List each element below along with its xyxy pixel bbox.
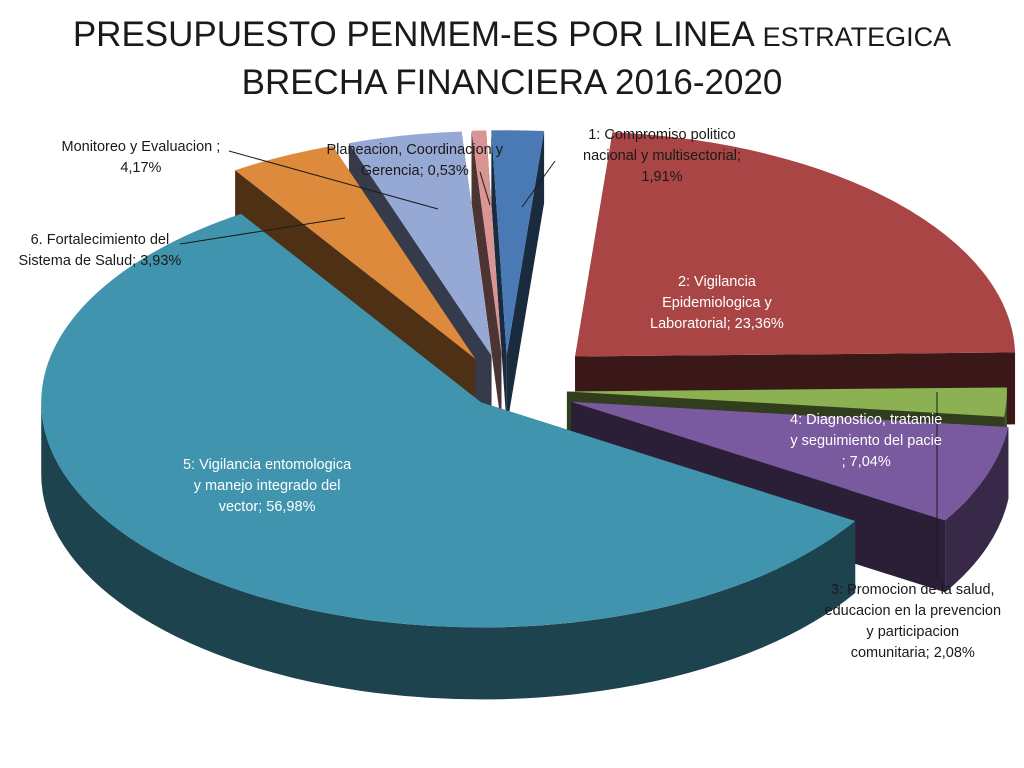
slice-label-8: Planeacion, Coordinacion y Gerencia; 0,53… xyxy=(327,140,504,182)
title-line-1-small: ESTRATEGICA xyxy=(762,22,952,52)
slice-label-line: y manejo integrado del xyxy=(193,478,341,494)
title-line-1: PRESUPUESTO PENMEM-ES POR LINEA ESTRATEG… xyxy=(0,12,1024,60)
slice-label-line: educacion en la prevencion xyxy=(824,603,1002,619)
leader-line-7 xyxy=(228,150,439,210)
slice-label-1: 1: Compromiso politico nacional y multise… xyxy=(583,125,741,188)
pie-slice-1-wall xyxy=(491,130,507,428)
slice-label-2: 2: Vigilancia Epidemiologica y Laboratoria… xyxy=(650,272,784,335)
slice-label-line: 4,17% xyxy=(120,160,162,176)
pie-slice-5 xyxy=(41,213,856,700)
slice-label-line: 2: Vigilancia xyxy=(677,274,756,290)
slice-label-line: y participacion xyxy=(866,624,960,640)
leader-line-8 xyxy=(479,171,491,206)
pie-slice-5-edge xyxy=(41,402,856,700)
slice-label-line: nacional y multisectorial; xyxy=(583,148,741,164)
slice-label-line: vector; 56,98% xyxy=(218,499,316,515)
pie-slice-2-top xyxy=(575,132,1016,357)
slice-label-line: 3: Promocion de la salud, xyxy=(830,582,995,598)
title-line-2: BRECHA FINANCIERA 2016-2020 xyxy=(241,63,783,102)
pie-slice-8-top xyxy=(471,130,502,356)
pie-slice-1-top xyxy=(491,130,545,356)
slice-label-line: y seguimiento del pacie xyxy=(790,433,942,449)
slice-label-line: Gerencia; 0,53% xyxy=(360,163,469,179)
pie-slice-4-edge xyxy=(945,427,1009,593)
slice-label-line: Monitoreo y Evaluacion ; xyxy=(61,139,221,155)
slice-label-line: 4: Diagnostico, tratamie xyxy=(790,412,943,428)
slice-label-3: 3: Promocion de la salud, educacion en la… xyxy=(825,580,1002,664)
slice-label-line: comunitaria; 2,08% xyxy=(850,645,975,661)
slice-label-line: Sistema de Salud; 3,93% xyxy=(18,253,182,269)
pie-slice-6-top xyxy=(235,145,476,359)
slice-label-line: 1,91% xyxy=(641,169,683,185)
slice-label-4: 4: Diagnostico, tratamie y seguimiento de… xyxy=(790,410,942,473)
slice-label-line: Laboratorial; 23,36% xyxy=(650,316,784,332)
slice-label-6: 6. Fortalecimiento del Sistema de Salud; … xyxy=(19,230,182,272)
slice-label-line: 6. Fortalecimiento del xyxy=(30,232,170,248)
slice-label-line: ; 7,04% xyxy=(841,454,891,470)
leader-line-1 xyxy=(521,160,556,208)
slice-label-line: Planeacion, Coordinacion y xyxy=(326,142,504,158)
pie-slice-5-top xyxy=(41,213,856,628)
pie-slice-7-top xyxy=(348,131,492,356)
slice-label-7: Monitoreo y Evaluacion ; 4,17% xyxy=(62,137,221,179)
pie-slice-3-top xyxy=(566,387,1007,417)
pie-slice-1-wall xyxy=(506,131,545,428)
pie-slice-8-wall xyxy=(471,130,502,428)
slice-label-line: 1: Compromiso politico xyxy=(588,127,736,143)
leader-line-6 xyxy=(179,217,346,245)
chart-title: PRESUPUESTO PENMEM-ES POR LINEA ESTRATEG… xyxy=(0,12,1024,106)
pie-slice-1 xyxy=(491,130,545,428)
pie-slice-4-top xyxy=(571,401,1009,521)
slice-label-line: Epidemiologica y xyxy=(662,295,772,311)
slice-label-line: 5: Vigilancia entomologica xyxy=(183,457,352,473)
title-line-1-main: PRESUPUESTO PENMEM-ES POR LINEA xyxy=(72,15,753,54)
slice-label-5: 5: Vigilancia entomologica y manejo integ… xyxy=(183,455,351,518)
